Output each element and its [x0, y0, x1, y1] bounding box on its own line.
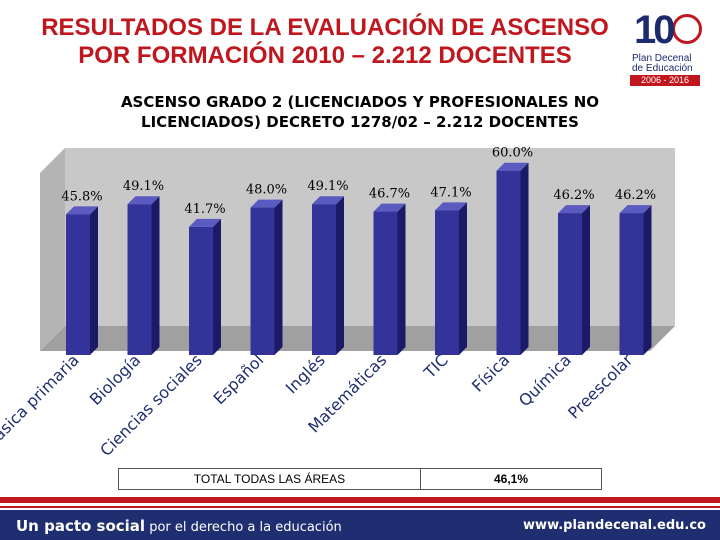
bar-value-label: 45.8%: [61, 189, 102, 204]
footer-slogan-bold: Un pacto social: [16, 517, 146, 535]
total-summary-table: TOTAL TODAS LAS ÁREAS 46,1%: [118, 468, 602, 490]
footer-band: Un pacto social por el derecho a la educ…: [0, 510, 720, 540]
bar-top: [189, 218, 221, 227]
bar-value-label: 60.0%: [492, 146, 533, 161]
logo-line-2: de Educación: [632, 63, 693, 74]
logo-line-1: Plan Decenal: [632, 53, 692, 64]
bar-side: [520, 162, 529, 355]
category-tick-label: Inglés: [282, 350, 329, 397]
logo-ring-icon: [672, 14, 702, 44]
bar-top: [619, 205, 652, 214]
bar-top: [373, 203, 406, 212]
category-tick-label: TIC: [420, 350, 452, 382]
bar-value-label: 49.1%: [307, 179, 348, 194]
bar-value-label: 47.1%: [430, 185, 471, 200]
bar-value-label: 46.2%: [553, 188, 594, 203]
category-tick-label: Español: [210, 350, 268, 408]
category-tick-label: Química: [515, 350, 575, 410]
title-line-2: POR FORMACIÓN 2010 – 2.212 DOCENTES: [78, 42, 572, 69]
chart-title: ASCENSO GRADO 2 (LICENCIADOS Y PROFESION…: [60, 92, 660, 132]
bar: [250, 207, 275, 355]
bar-side: [274, 199, 283, 355]
plan-decenal-logo: 10 Plan Decenal de Educación 2006 - 2016: [628, 8, 710, 88]
bar: [619, 213, 644, 355]
slide-title: RESULTADOS DE LA EVALUACIÓN DE ASCENSO P…: [20, 14, 630, 70]
footer-red-band: [0, 497, 720, 503]
bar-top: [312, 196, 344, 205]
bar-top: [496, 162, 529, 171]
bar-side: [459, 202, 467, 355]
bar: [127, 204, 152, 355]
footer-slogan: Un pacto social por el derecho a la educ…: [16, 517, 342, 535]
category-tick-label: Ciencias sociales: [96, 350, 206, 460]
bar-value-label: 41.7%: [184, 202, 225, 217]
footer-red-line: [0, 506, 720, 508]
bar: [66, 214, 90, 355]
bar-value-label: 48.0%: [246, 183, 287, 198]
bar-side: [90, 206, 98, 355]
bar-side: [213, 218, 221, 355]
chart-title-line-2: LICENCIADOS) DECRETO 1278/02 – 2.212 DOC…: [141, 113, 579, 131]
chart-title-line-1: ASCENSO GRADO 2 (LICENCIADOS Y PROFESION…: [120, 93, 600, 111]
bar-value-label: 49.1%: [123, 179, 164, 194]
bar-value-label: 46.7%: [369, 187, 410, 202]
bar-top: [127, 196, 160, 205]
bar: [373, 211, 398, 355]
bar: [496, 170, 521, 355]
logo-line-3: 2006 - 2016: [630, 75, 700, 86]
bar-top: [66, 206, 98, 215]
total-label: TOTAL TODAS LAS ÁREAS: [119, 469, 421, 489]
bar-top: [558, 205, 590, 214]
bar-side: [582, 205, 590, 355]
bar-side: [336, 196, 344, 355]
title-line-1: RESULTADOS DE LA EVALUACIÓN DE ASCENSO: [41, 14, 609, 41]
category-tick-label: Física: [468, 350, 513, 395]
bar-value-label: 46.2%: [615, 188, 656, 203]
total-value: 46,1%: [493, 472, 529, 486]
bar: [435, 210, 459, 355]
bar-chart: 45.8% Básica primaria 49.1% Biología 41.7% Ci…: [0, 146, 675, 460]
bar-side: [397, 203, 406, 355]
footer-website: www.plandecenal.edu.co: [523, 518, 706, 533]
bar-side: [151, 196, 160, 355]
category-tick-label: Biología: [86, 350, 145, 409]
bar: [312, 204, 336, 355]
bar-top: [435, 202, 467, 211]
chart-side-wall: [40, 148, 65, 351]
logo-digits: 10: [634, 8, 675, 52]
footer-slogan-rest: por el derecho a la educación: [145, 520, 342, 535]
category-tick-label: Preescolar: [564, 350, 636, 422]
bar: [189, 226, 213, 355]
bar-side: [643, 205, 652, 355]
category-tick-label: Básica primaria: [0, 350, 83, 452]
bar: [558, 213, 582, 355]
bar-top: [250, 199, 283, 208]
